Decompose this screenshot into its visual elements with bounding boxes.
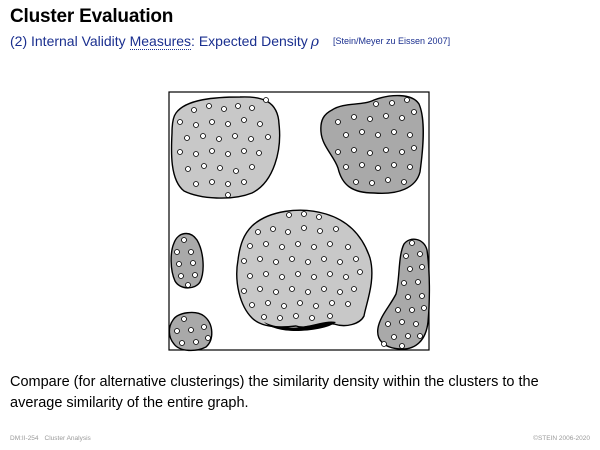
cluster-top-left [170, 96, 281, 199]
page-number: DM:II-254 [10, 435, 39, 442]
cluster-top-left-points [177, 97, 271, 198]
body-text: Compare (for alternative clusterings) th… [10, 374, 539, 411]
copyright: ©STEIN 2006-2020 [533, 435, 590, 442]
cluster-middle-left [170, 232, 204, 289]
section-name: Cluster Analysis [44, 435, 91, 442]
measures-link[interactable]: Measures [129, 33, 192, 50]
slide-title: Cluster Evaluation [10, 6, 174, 27]
cluster-bottom-left-points [174, 316, 211, 346]
cluster-right-points [381, 240, 427, 349]
cluster-middle-left-points [174, 237, 198, 288]
cluster-center-shadow [264, 321, 336, 331]
reference-citation: [Stein/Meyer zu Eissen 2007] [333, 36, 451, 46]
cluster-center [236, 209, 373, 328]
cluster-top-right-points [335, 97, 417, 186]
subtitle-prefix: (2) Internal Validity [10, 33, 130, 49]
cluster-center-points [241, 211, 363, 321]
footer-left: DM:II-254 Cluster Analysis [10, 435, 91, 442]
slide-subtitle: (2) Internal Validity Measures: Expected… [10, 33, 450, 50]
rho-symbol: ρ [310, 34, 320, 50]
subtitle-rest: : Expected Density [191, 33, 308, 49]
